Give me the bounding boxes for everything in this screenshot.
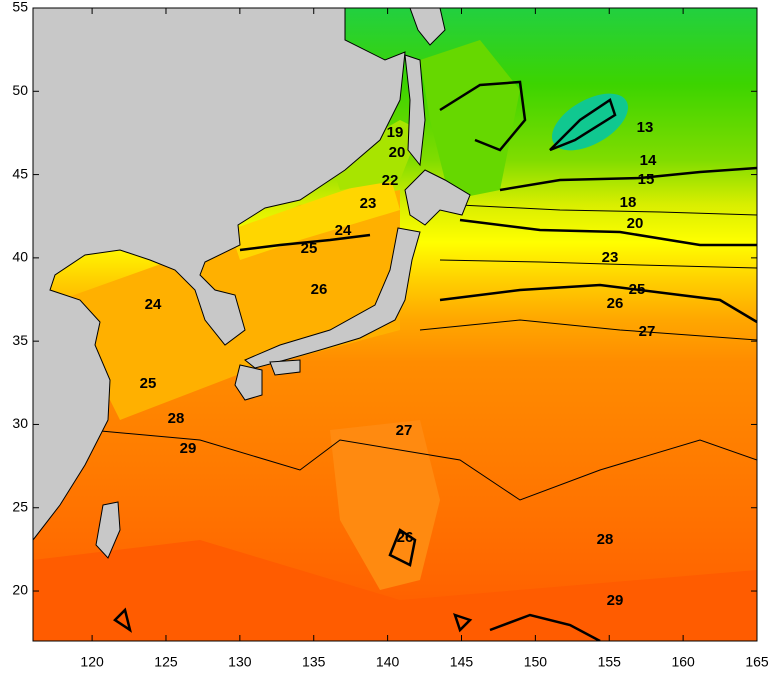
land <box>234 364 263 401</box>
x-tick-label: 120 <box>80 654 104 670</box>
contour-label: 19 <box>387 124 404 141</box>
contour-label: 28 <box>168 410 185 427</box>
x-tick-label: 130 <box>228 654 252 670</box>
y-tick-label: 50 <box>12 82 28 98</box>
y-tick-label: 55 <box>12 0 28 15</box>
contour-label: 22 <box>382 172 399 189</box>
contour-line <box>239 233 371 252</box>
x-tick-label: 155 <box>598 654 622 670</box>
contour-label: 23 <box>602 249 619 266</box>
contour-label: 25 <box>140 375 157 392</box>
contour-line <box>388 528 417 567</box>
contour-label: 25 <box>629 281 646 298</box>
x-tick-label: 150 <box>524 654 548 670</box>
contour-label: 29 <box>607 592 624 609</box>
land <box>33 8 406 541</box>
x-tick-label: 165 <box>745 654 769 670</box>
contour-line <box>439 283 757 324</box>
sea-zone <box>33 540 757 641</box>
contour-line <box>439 259 757 269</box>
y-tick-label: 20 <box>12 582 28 598</box>
contour-label: 15 <box>638 171 655 188</box>
y-tick-label: 30 <box>12 415 28 431</box>
contour-line <box>459 218 757 247</box>
sea-zone <box>420 40 520 200</box>
sea-zone <box>330 120 420 190</box>
x-tick-label: 140 <box>376 654 400 670</box>
y-tick-label: 35 <box>12 332 28 348</box>
contour-label: 18 <box>620 194 637 211</box>
contour-line <box>459 204 757 216</box>
y-tick-label: 40 <box>12 249 28 265</box>
contour-label: 28 <box>597 531 614 548</box>
contour-label: 24 <box>145 296 162 313</box>
cold-core <box>552 93 628 151</box>
contour-label: 25 <box>301 240 318 257</box>
contour-label: 24 <box>335 222 352 239</box>
land <box>404 54 426 167</box>
x-tick-label: 135 <box>302 654 326 670</box>
contour-label: 20 <box>627 215 644 232</box>
map-area <box>33 8 757 641</box>
x-tick-label: 125 <box>154 654 178 670</box>
contour-label: 26 <box>311 281 328 298</box>
contour-line <box>439 80 527 152</box>
y-tick-label: 45 <box>12 165 28 181</box>
contour-label: 29 <box>180 440 197 457</box>
contour-line <box>113 607 601 641</box>
contour-label: 13 <box>637 119 654 136</box>
land <box>404 169 471 226</box>
land <box>409 8 446 46</box>
contour-line <box>549 98 617 152</box>
contour-line <box>499 166 757 192</box>
contour-label: 23 <box>360 195 377 212</box>
contour-label: 27 <box>639 323 656 340</box>
contour-label: 14 <box>640 152 657 169</box>
contour-label: 27 <box>396 422 413 439</box>
frame <box>32 7 758 642</box>
x-tick-label: 160 <box>671 654 695 670</box>
contour-label: 20 <box>389 144 406 161</box>
contour-label: 26 <box>607 295 624 312</box>
sea-zone <box>230 175 400 260</box>
land <box>269 359 301 376</box>
contour-line <box>419 319 757 341</box>
y-tick-label: 25 <box>12 498 28 514</box>
land <box>244 227 421 369</box>
x-tick-label: 145 <box>450 654 474 670</box>
land <box>95 501 121 559</box>
contour-label: 26 <box>397 529 414 546</box>
contour-line <box>89 429 757 501</box>
